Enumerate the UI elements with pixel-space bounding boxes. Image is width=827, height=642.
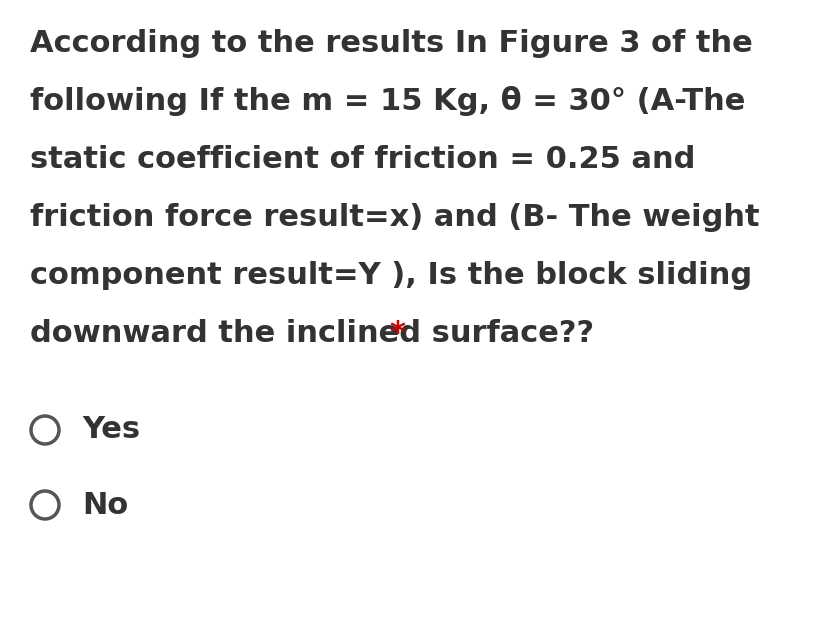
- Text: downward the inclined surface??: downward the inclined surface??: [30, 319, 594, 348]
- Text: following If the m = 15 Kg, θ = 30° (A-The: following If the m = 15 Kg, θ = 30° (A-T…: [30, 86, 744, 116]
- Text: friction force result=x) and (B- The weight: friction force result=x) and (B- The wei…: [30, 203, 758, 232]
- Text: According to the results In Figure 3 of the: According to the results In Figure 3 of …: [30, 29, 752, 58]
- Text: Yes: Yes: [82, 415, 140, 444]
- Text: No: No: [82, 490, 128, 519]
- Text: *: *: [389, 319, 405, 348]
- Text: component result=Y ), Is the block sliding: component result=Y ), Is the block slidi…: [30, 261, 751, 290]
- Text: static coefficient of friction = 0.25 and: static coefficient of friction = 0.25 an…: [30, 145, 695, 174]
